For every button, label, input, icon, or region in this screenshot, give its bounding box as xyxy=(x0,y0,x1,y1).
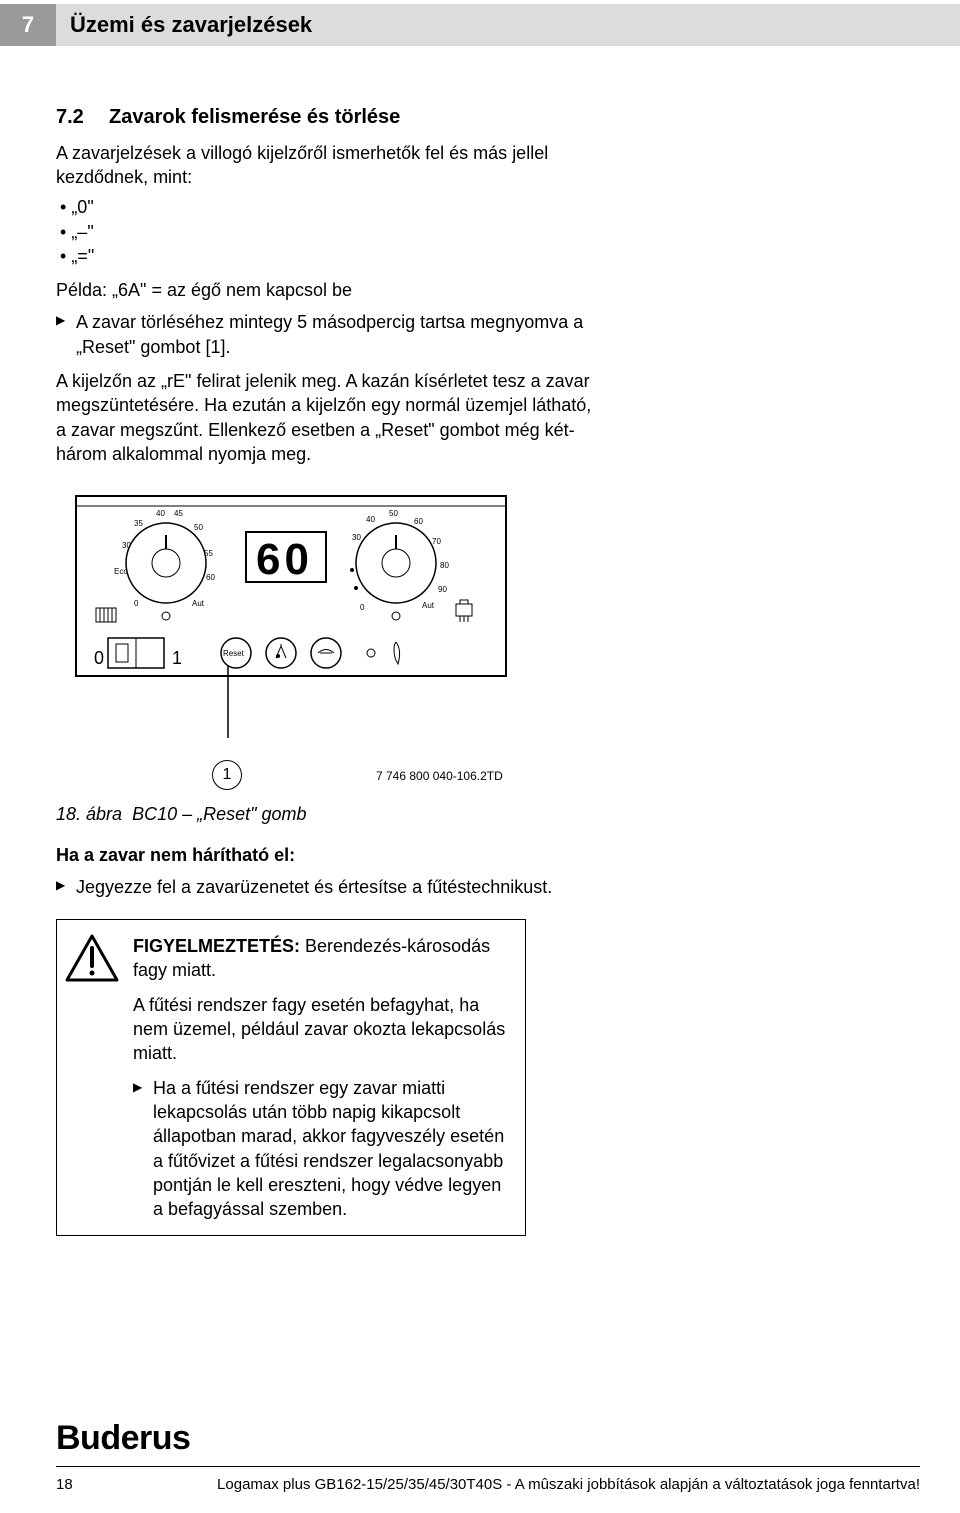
figure-text: BC10 – „Reset" gomb xyxy=(132,804,306,824)
warning-body-1: A fűtési rendszer fagy esetén befagyhat,… xyxy=(133,993,511,1066)
warning-title: FIGYELMEZTETÉS: xyxy=(133,936,300,956)
section-heading: 7.2 Zavarok felismerése és törlése xyxy=(56,104,596,131)
svg-text:50: 50 xyxy=(389,509,398,518)
svg-text:Eco: Eco xyxy=(114,567,128,576)
svg-text:Reset: Reset xyxy=(223,649,245,658)
panel-svg: 40 45 35 50 30 55 Eco 60 0 Aut 60 50 40 60 30 7… xyxy=(56,488,526,748)
warning-title-line: FIGYELMEZTETÉS: Berendezés-károsodás fag… xyxy=(133,934,511,983)
callout-1: 1 xyxy=(212,760,242,790)
figure-number: 18. ábra xyxy=(56,804,122,824)
section-intro: A zavarjelzések a villogó kijelzőről ism… xyxy=(56,141,596,190)
svg-text:1: 1 xyxy=(172,648,182,668)
main-content: 7.2 Zavarok felismerése és törlése A zav… xyxy=(56,104,596,1237)
figure-caption: 18. ábra BC10 – „Reset" gomb xyxy=(56,802,596,826)
svg-text:45: 45 xyxy=(174,509,183,518)
warning-icon xyxy=(65,934,119,982)
chapter-title: Üzemi és zavarjelzések xyxy=(56,4,960,46)
remedy-step: Jegyezze fel a zavarüzenetet és értesíts… xyxy=(56,875,596,899)
svg-text:Aut: Aut xyxy=(192,599,205,608)
section-title: Zavarok felismerése és törlése xyxy=(109,104,400,131)
svg-text:0: 0 xyxy=(360,603,365,612)
svg-text:70: 70 xyxy=(432,537,441,546)
para-2: A kijelzőn az „rE" felirat jelenik meg. … xyxy=(56,369,596,466)
display-value: 60 xyxy=(256,535,313,584)
svg-text:50: 50 xyxy=(194,523,203,532)
control-panel-diagram: 40 45 35 50 30 55 Eco 60 0 Aut 60 50 40 60 30 7… xyxy=(56,488,526,788)
warning-body-2: Ha a fűtési rendszer egy zavar miatti le… xyxy=(133,1076,511,1222)
svg-text:35: 35 xyxy=(134,519,143,528)
svg-text:40: 40 xyxy=(366,515,375,524)
callout-number: 1 xyxy=(212,760,242,790)
svg-text:90: 90 xyxy=(438,585,447,594)
bullet-item: „=" xyxy=(60,244,596,268)
chapter-header: 7 Üzemi és zavarjelzések xyxy=(0,4,960,46)
warning-box: FIGYELMEZTETÉS: Berendezés-károsodás fag… xyxy=(56,919,526,1236)
footer-line: Logamax plus GB162-15/25/35/45/30T40S - … xyxy=(217,1475,920,1495)
diagram-part-number: 7 746 800 040-106.2TD xyxy=(376,768,503,784)
svg-text:Aut: Aut xyxy=(422,601,435,610)
page-number: 18 xyxy=(56,1475,73,1495)
svg-text:80: 80 xyxy=(440,561,449,570)
section-number: 7.2 xyxy=(56,104,104,131)
svg-text:60: 60 xyxy=(414,517,423,526)
bullet-item: „–" xyxy=(60,220,596,244)
bullet-list: „0" „–" „=" xyxy=(56,195,596,268)
svg-text:0: 0 xyxy=(94,648,104,668)
brand-logo: Buderus xyxy=(56,1416,920,1462)
chapter-number: 7 xyxy=(0,4,56,46)
svg-text:40: 40 xyxy=(156,509,165,518)
svg-text:55: 55 xyxy=(204,549,213,558)
remedy-heading: Ha a zavar nem hárítható el: xyxy=(56,843,596,867)
page-footer: Buderus 18 Logamax plus GB162-15/25/35/4… xyxy=(0,1416,960,1513)
svg-text:30: 30 xyxy=(122,541,131,550)
example-text: Példa: „6A" = az égő nem kapcsol be xyxy=(56,278,596,302)
svg-text:60: 60 xyxy=(206,573,215,582)
step-1: A zavar törléséhez mintegy 5 másodpercig… xyxy=(56,310,596,359)
svg-text:30: 30 xyxy=(352,533,361,542)
svg-text:0: 0 xyxy=(134,599,139,608)
bullet-item: „0" xyxy=(60,195,596,219)
